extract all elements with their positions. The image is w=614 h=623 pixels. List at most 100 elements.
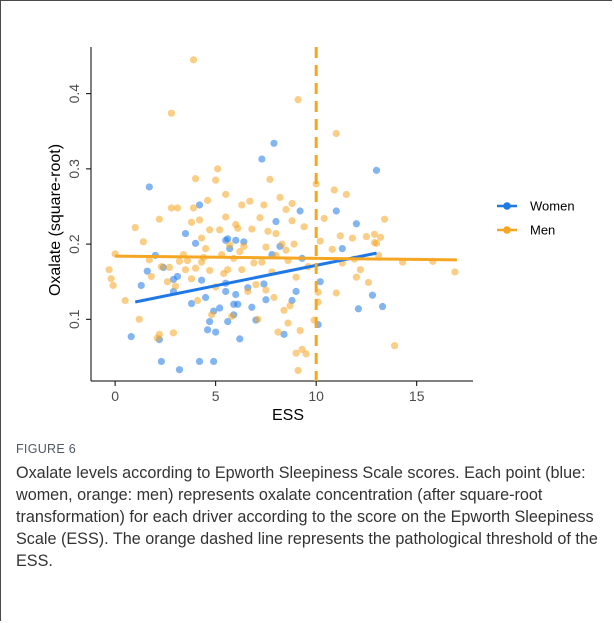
men-point bbox=[294, 96, 302, 104]
men-point bbox=[256, 214, 264, 222]
women-point bbox=[262, 296, 270, 304]
women-point bbox=[270, 139, 278, 147]
men-point bbox=[288, 217, 296, 225]
men-point bbox=[292, 273, 300, 281]
men-point bbox=[155, 330, 163, 338]
frame-top-border bbox=[0, 0, 612, 1]
women-point bbox=[195, 357, 204, 366]
women-point bbox=[368, 291, 377, 299]
men-point bbox=[145, 256, 153, 264]
men-point bbox=[332, 129, 340, 138]
women-point bbox=[260, 280, 268, 288]
y-tick-label: 0.2 bbox=[66, 234, 82, 254]
women-point bbox=[175, 366, 184, 374]
women-point bbox=[272, 217, 280, 226]
men-point bbox=[294, 366, 302, 375]
men-point bbox=[348, 234, 356, 242]
frame-left-border bbox=[0, 0, 1, 621]
women-point bbox=[181, 229, 190, 238]
men-point bbox=[169, 329, 178, 337]
women-point bbox=[202, 293, 210, 302]
men-point bbox=[163, 278, 171, 286]
men-point bbox=[284, 319, 292, 327]
men-point bbox=[280, 306, 288, 314]
women-point bbox=[296, 207, 304, 215]
women-point bbox=[212, 328, 220, 336]
men-point bbox=[238, 266, 246, 274]
x-axis-title: ESS bbox=[272, 407, 304, 424]
men-point bbox=[250, 259, 258, 267]
women-point bbox=[187, 299, 196, 308]
men-point bbox=[157, 263, 165, 271]
men-point bbox=[167, 109, 176, 117]
women-point bbox=[354, 305, 362, 313]
men-point bbox=[302, 350, 310, 358]
figure-caption-text: Oxalate levels according to Epworth Slee… bbox=[16, 464, 598, 570]
men-point bbox=[183, 257, 192, 265]
men-point bbox=[262, 286, 270, 294]
women-point bbox=[222, 287, 230, 296]
women-point bbox=[258, 155, 266, 163]
men-point bbox=[224, 266, 232, 274]
men-point bbox=[266, 175, 274, 183]
men-point bbox=[204, 196, 212, 205]
men-point bbox=[374, 251, 383, 259]
women-point bbox=[204, 326, 212, 334]
men-point bbox=[262, 243, 270, 251]
men-point bbox=[167, 204, 176, 212]
men-point bbox=[222, 190, 230, 199]
men-point bbox=[226, 241, 234, 249]
y-tick-label: 0.3 bbox=[66, 159, 82, 179]
men-point bbox=[376, 233, 385, 241]
men-point bbox=[236, 248, 244, 256]
legend-women-label: Women bbox=[530, 199, 575, 214]
men-point bbox=[191, 175, 200, 183]
men-point bbox=[276, 193, 284, 202]
men-point bbox=[292, 349, 300, 357]
men-point bbox=[222, 213, 230, 221]
women-point bbox=[173, 272, 182, 281]
men-point bbox=[296, 326, 304, 335]
men-point bbox=[202, 245, 210, 253]
women-point bbox=[378, 302, 387, 311]
women-point bbox=[191, 239, 200, 247]
men-point bbox=[336, 232, 344, 240]
women-point bbox=[236, 335, 244, 343]
men-point bbox=[206, 266, 214, 275]
women-point bbox=[332, 207, 340, 215]
figure-caption: FIGURE 6 Oxalate levels according to Epw… bbox=[16, 442, 601, 572]
men-point bbox=[260, 201, 268, 209]
women-point bbox=[248, 303, 256, 311]
men-point bbox=[390, 342, 399, 350]
men-point bbox=[234, 224, 242, 232]
men-point bbox=[197, 234, 206, 242]
men-point bbox=[272, 229, 280, 238]
men-point bbox=[282, 205, 290, 214]
women-point bbox=[157, 357, 165, 366]
scatter-chart: 0 5 10 15 0.1 0.2 0.3 0.4 ESS Oxalate (square-roo… bbox=[47, 47, 575, 424]
men-point bbox=[244, 287, 252, 296]
men-point bbox=[208, 311, 216, 319]
women-point bbox=[232, 236, 240, 244]
men-point bbox=[206, 226, 214, 234]
women-point bbox=[210, 357, 218, 366]
men-point bbox=[171, 282, 180, 290]
men-point bbox=[254, 315, 262, 323]
men-point bbox=[370, 238, 379, 247]
men-point bbox=[228, 312, 236, 320]
men-point bbox=[193, 296, 202, 305]
men-point bbox=[216, 226, 224, 234]
x-tick-label: 0 bbox=[111, 388, 119, 404]
men-point bbox=[282, 246, 290, 254]
men-point bbox=[320, 214, 328, 223]
men-point bbox=[105, 266, 113, 274]
women-point bbox=[195, 201, 204, 209]
women-point bbox=[224, 317, 232, 326]
y-tick-label: 0.4 bbox=[66, 84, 82, 104]
men-point bbox=[370, 230, 379, 238]
women-point bbox=[143, 267, 151, 275]
men-point bbox=[246, 197, 254, 205]
women-point bbox=[372, 166, 381, 174]
men-point bbox=[362, 232, 371, 241]
